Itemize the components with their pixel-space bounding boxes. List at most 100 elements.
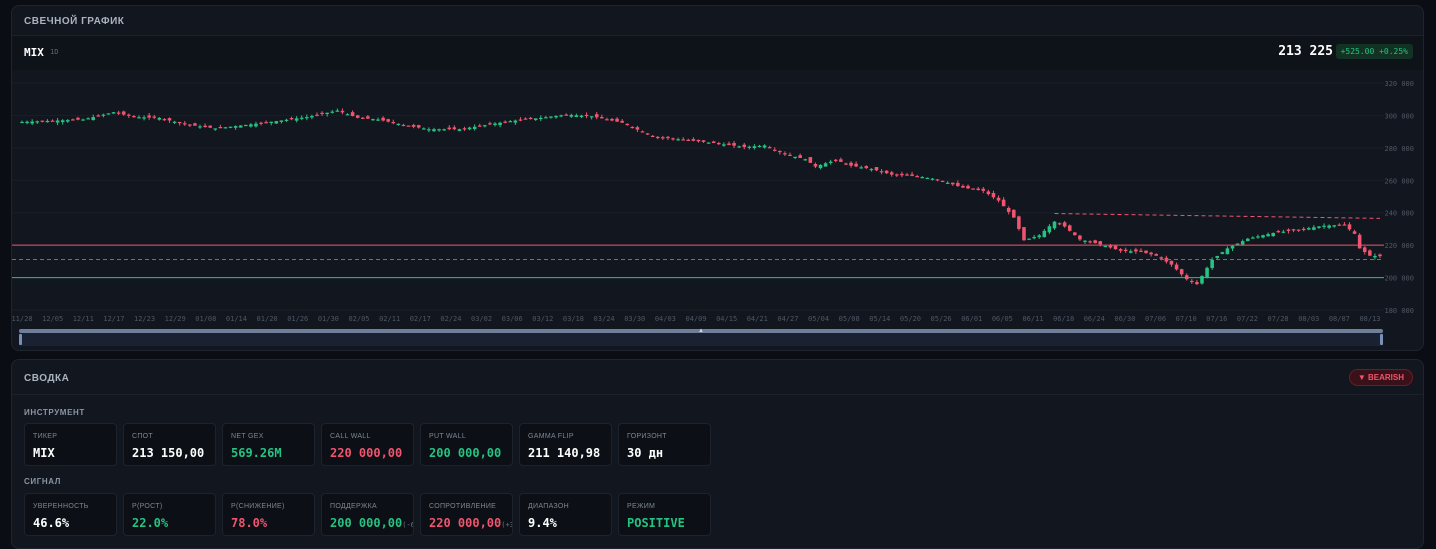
candle-body bbox=[447, 127, 452, 130]
candle-body bbox=[416, 125, 421, 128]
y-tick-label: 200 000 bbox=[1384, 275, 1414, 283]
metric-label: P(СНИЖЕНИЕ) bbox=[231, 503, 285, 510]
candle-body bbox=[1083, 240, 1087, 242]
metric-value-text: 200 000,00 bbox=[429, 446, 502, 460]
candle-body bbox=[889, 172, 894, 175]
scroller-left-handle[interactable] bbox=[19, 334, 22, 345]
candle-body bbox=[1174, 264, 1179, 270]
candle-body bbox=[355, 115, 360, 118]
candle-body bbox=[976, 188, 980, 191]
candle-body bbox=[60, 120, 65, 123]
x-tick-label: 07/28 bbox=[1268, 315, 1289, 323]
candle-body bbox=[640, 131, 645, 133]
metric-note: (+3.2%) bbox=[501, 521, 513, 529]
signal-section-label: СИГНАЛ bbox=[24, 477, 61, 486]
candle-body bbox=[833, 159, 838, 161]
candle-body bbox=[330, 111, 335, 113]
candle-body bbox=[1179, 269, 1184, 275]
metric-value: 30 дн bbox=[627, 446, 663, 460]
metric-card: P(СНИЖЕНИЕ) 78.0% bbox=[222, 493, 315, 536]
candle-body bbox=[1312, 227, 1316, 230]
candle-body bbox=[218, 127, 223, 129]
candle-body bbox=[152, 116, 157, 118]
metric-value-text: POSITIVE bbox=[627, 516, 685, 530]
candle-body bbox=[244, 124, 248, 127]
x-tick-label: 12/05 bbox=[42, 315, 63, 323]
x-tick-label: 03/02 bbox=[471, 315, 492, 323]
candle-body bbox=[691, 139, 696, 141]
x-tick-label: 12/11 bbox=[73, 315, 94, 323]
metric-value: 9.4% bbox=[528, 516, 557, 530]
candle-body bbox=[177, 122, 182, 124]
candle-body bbox=[376, 119, 380, 121]
metric-card: СПОТ 213 150,00 bbox=[123, 423, 216, 466]
candle-body bbox=[813, 164, 818, 167]
metric-value-text: 213 150,00 bbox=[132, 446, 205, 460]
candle-body bbox=[223, 127, 228, 129]
candle-body bbox=[503, 121, 507, 123]
x-tick-label: 06/18 bbox=[1053, 315, 1074, 323]
metric-value-text: MIX bbox=[33, 446, 55, 460]
x-tick-label: 12/23 bbox=[134, 315, 155, 323]
candlestick-chart-panel: СВЕЧНОЙ ГРАФИК MIX 1D 213 225 +525.00 +0… bbox=[11, 5, 1424, 351]
candle-body bbox=[1362, 247, 1367, 253]
metric-value-text: 46.6% bbox=[33, 516, 70, 530]
candle-body bbox=[767, 147, 772, 149]
metric-value-text: 30 дн bbox=[627, 446, 664, 460]
candle-body bbox=[30, 121, 34, 124]
candle-body bbox=[930, 178, 935, 180]
candle-body bbox=[996, 197, 1001, 201]
x-tick-label: 07/06 bbox=[1145, 315, 1166, 323]
candle-body bbox=[1256, 236, 1260, 238]
candle-body bbox=[564, 114, 569, 116]
x-tick-label: 05/20 bbox=[900, 315, 921, 323]
x-tick-label: 01/08 bbox=[195, 315, 216, 323]
candle-body bbox=[1251, 237, 1255, 239]
x-tick-label: 01/20 bbox=[257, 315, 278, 323]
candle-body bbox=[1296, 229, 1301, 231]
candle-body bbox=[320, 112, 324, 115]
metric-value: 211 140,98 bbox=[528, 446, 600, 460]
candle-body bbox=[1322, 225, 1326, 227]
candle-body bbox=[325, 112, 329, 115]
candle-body bbox=[1205, 267, 1209, 278]
metric-value: MIX bbox=[33, 446, 55, 460]
timeframe-label[interactable]: 1D bbox=[50, 48, 59, 56]
candle-body bbox=[630, 126, 635, 129]
candle-body bbox=[1022, 227, 1026, 241]
x-tick-label: 04/03 bbox=[655, 315, 676, 323]
candle-body bbox=[386, 119, 390, 122]
scroller-grip-icon[interactable]: ▲ bbox=[698, 328, 704, 334]
candle-body bbox=[859, 167, 863, 169]
candle-body bbox=[35, 121, 40, 123]
candle-body bbox=[915, 176, 919, 178]
candle-body bbox=[391, 121, 396, 124]
candle-body bbox=[533, 118, 538, 121]
candlestick-chart[interactable]: 320 000 300 000 280 000 260 000 240 000 220 0… bbox=[12, 70, 1423, 326]
candle-body bbox=[722, 144, 726, 146]
candle-body bbox=[1113, 245, 1118, 250]
candle-body bbox=[803, 159, 808, 161]
metric-value: 213 150,00 bbox=[132, 446, 204, 460]
summary-header-divider bbox=[12, 394, 1423, 395]
scroller-right-handle[interactable] bbox=[1380, 334, 1383, 345]
x-tick-label: 03/24 bbox=[594, 315, 615, 323]
scroller-track[interactable] bbox=[19, 329, 1383, 333]
candle-body bbox=[442, 129, 446, 131]
x-tick-label: 01/30 bbox=[318, 315, 339, 323]
x-tick-label: 04/21 bbox=[747, 315, 768, 323]
time-range-scroller[interactable]: ▲ bbox=[19, 328, 1383, 346]
candle-body bbox=[1052, 221, 1057, 229]
candle-body bbox=[681, 139, 685, 141]
candle-body bbox=[91, 117, 95, 121]
ticker-symbol: MIX bbox=[24, 46, 44, 59]
candle-body bbox=[483, 125, 487, 127]
candle-body bbox=[1307, 228, 1311, 230]
x-tick-label: 04/27 bbox=[777, 315, 798, 323]
candle-body bbox=[528, 117, 533, 120]
x-tick-label: 08/13 bbox=[1359, 315, 1380, 323]
candle-body bbox=[1215, 255, 1220, 258]
candle-body bbox=[1230, 245, 1235, 249]
candle-body bbox=[1032, 237, 1036, 239]
y-tick-label: 320 000 bbox=[1384, 80, 1414, 88]
